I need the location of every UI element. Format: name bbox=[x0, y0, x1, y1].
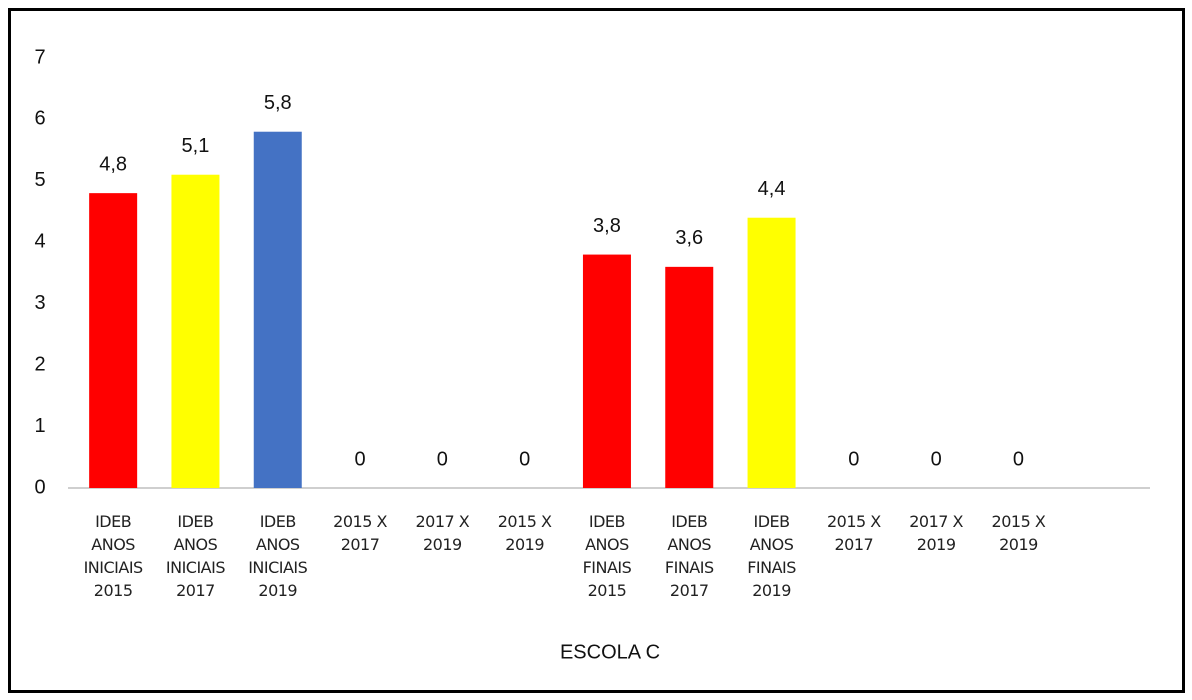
y-tick-label: 6 bbox=[34, 108, 45, 130]
data-label: 4,8 bbox=[99, 153, 127, 175]
bar bbox=[665, 266, 714, 488]
x-tick-label: IDEB ANOS FINAIS 2015 bbox=[582, 512, 632, 600]
x-tick-label: IDEB ANOS INICIAIS 2019 bbox=[248, 512, 308, 600]
x-tick-label: 2015 X 2017 bbox=[826, 512, 881, 554]
bar bbox=[253, 131, 302, 488]
x-tick-label: 2015 X 2019 bbox=[497, 512, 552, 554]
data-label: 0 bbox=[519, 448, 530, 470]
data-label: 0 bbox=[354, 448, 365, 470]
bar bbox=[582, 254, 631, 488]
data-label: 5,1 bbox=[182, 135, 210, 157]
y-tick-label: 4 bbox=[34, 231, 45, 253]
x-tick-label: IDEB ANOS INICIAIS 2015 bbox=[83, 512, 144, 600]
x-tick-label: 2017 X 2019 bbox=[909, 512, 964, 554]
x-tick-label: IDEB ANOS INICIAIS 2017 bbox=[165, 512, 226, 600]
data-label: 0 bbox=[1013, 448, 1024, 470]
x-tick-label: 2015 X 2017 bbox=[333, 512, 387, 554]
y-tick-label: 0 bbox=[34, 476, 45, 498]
y-tick-label: 1 bbox=[34, 415, 45, 437]
chart-frame bbox=[8, 8, 1185, 693]
y-tick-label: 5 bbox=[34, 169, 45, 191]
x-axis-label: ESCOLA C bbox=[560, 641, 660, 663]
data-label: 0 bbox=[848, 448, 859, 470]
y-tick-label: 3 bbox=[34, 292, 45, 314]
data-label: 3,6 bbox=[675, 227, 703, 249]
data-label: 3,8 bbox=[593, 215, 621, 237]
x-tick-label: IDEB ANOS FINAIS 2017 bbox=[664, 512, 714, 600]
data-label: 0 bbox=[437, 448, 448, 470]
bar bbox=[89, 193, 138, 488]
x-tick-label: 2017 X 2019 bbox=[415, 512, 470, 554]
data-label: 4,4 bbox=[758, 178, 786, 200]
y-tick-label: 2 bbox=[34, 353, 45, 375]
x-tick-label: IDEB ANOS FINAIS 2019 bbox=[747, 512, 796, 600]
bar bbox=[747, 217, 796, 488]
bar bbox=[171, 174, 220, 488]
x-tick-label: 2015 X 2019 bbox=[991, 512, 1046, 554]
data-label: 0 bbox=[931, 448, 942, 470]
data-label: 5,8 bbox=[264, 92, 292, 114]
y-tick-label: 7 bbox=[34, 46, 45, 68]
